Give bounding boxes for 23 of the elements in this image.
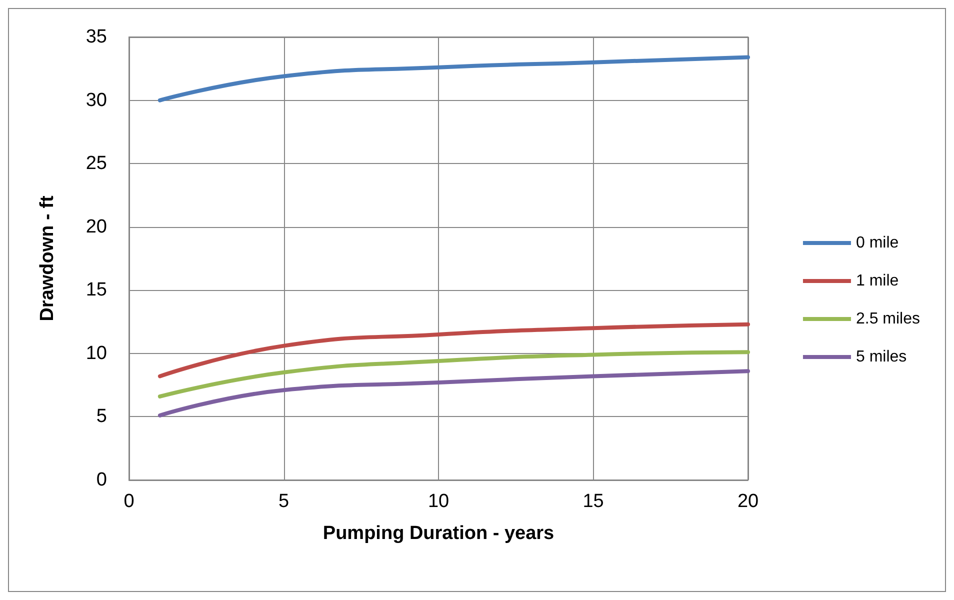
y-tick-label: 0 <box>96 470 107 490</box>
line-series <box>158 350 750 398</box>
y-axis-title: Drawdown - ft <box>37 195 58 322</box>
line-series <box>158 369 750 418</box>
y-tick-label: 10 <box>86 342 107 364</box>
legend-label: 5 miles <box>856 348 907 366</box>
legend-label: 1 mile <box>856 272 899 290</box>
x-tick-label: 5 <box>278 491 290 512</box>
y-tick-label: 5 <box>96 406 107 428</box>
legend-label: 2.5 miles <box>856 310 920 328</box>
x-tick-label: 15 <box>582 491 604 512</box>
y-tick-label: 30 <box>86 90 107 111</box>
x-tick-label: 0 <box>124 491 134 512</box>
y-tick-label: 25 <box>86 153 107 174</box>
y-tick-label: 15 <box>86 280 107 301</box>
legend-label: 0 mile <box>856 234 899 252</box>
x-axis-title: Pumping Duration - years <box>322 523 554 544</box>
x-tick-label: 10 <box>428 491 450 512</box>
line-series <box>158 322 750 378</box>
y-tick-label: 35 <box>86 26 107 48</box>
y-tick-label: 20 <box>86 216 107 238</box>
x-tick-label: 20 <box>737 491 759 512</box>
line-series <box>158 55 750 102</box>
